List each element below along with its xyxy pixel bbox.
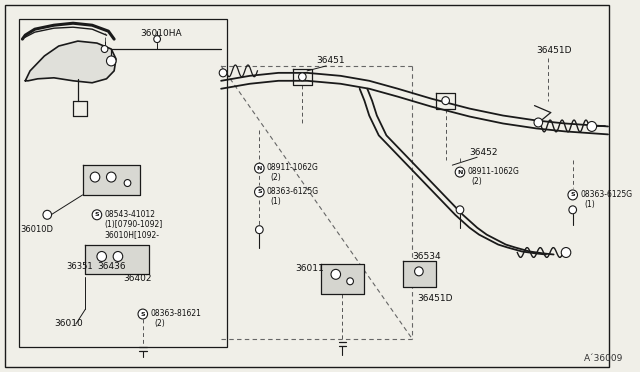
Circle shape: [442, 97, 449, 105]
Circle shape: [298, 73, 306, 81]
Text: 36402: 36402: [124, 274, 152, 283]
Text: 36451D: 36451D: [536, 46, 572, 55]
Text: 36010H[1092-: 36010H[1092-: [104, 230, 159, 239]
Text: (1)[0790-1092]: (1)[0790-1092]: [104, 220, 163, 229]
Polygon shape: [25, 41, 116, 83]
Text: 36534: 36534: [412, 251, 441, 260]
Circle shape: [456, 206, 464, 214]
Circle shape: [106, 172, 116, 182]
Text: 36010: 36010: [54, 319, 83, 328]
Text: S: S: [140, 311, 145, 317]
Text: 08363-6125G: 08363-6125G: [267, 187, 319, 196]
Circle shape: [97, 251, 106, 262]
Circle shape: [138, 309, 148, 319]
Polygon shape: [83, 165, 140, 195]
Circle shape: [220, 69, 227, 77]
Text: (2): (2): [154, 319, 165, 328]
Text: S: S: [95, 212, 99, 217]
Text: S: S: [570, 192, 575, 198]
Text: 36451D: 36451D: [417, 294, 452, 303]
Circle shape: [587, 122, 596, 131]
Text: (2): (2): [472, 177, 482, 186]
Text: 36436: 36436: [97, 262, 125, 272]
Text: 08363-81621: 08363-81621: [150, 309, 202, 318]
Text: 36011: 36011: [296, 264, 324, 273]
Text: 36010HA: 36010HA: [140, 29, 182, 38]
Circle shape: [534, 118, 543, 127]
Circle shape: [101, 45, 108, 52]
Circle shape: [92, 210, 102, 220]
Text: 08911-1062G: 08911-1062G: [468, 167, 520, 176]
Circle shape: [90, 172, 100, 182]
Polygon shape: [403, 262, 436, 287]
Circle shape: [113, 251, 123, 262]
Circle shape: [255, 163, 264, 173]
Circle shape: [415, 267, 423, 276]
Circle shape: [124, 180, 131, 186]
Circle shape: [43, 210, 52, 219]
Text: 36351: 36351: [67, 262, 93, 272]
Text: N: N: [458, 170, 463, 174]
Text: 36451: 36451: [317, 56, 346, 65]
Text: (2): (2): [271, 173, 282, 182]
Text: (1): (1): [271, 197, 282, 206]
Text: 08911-1062G: 08911-1062G: [267, 163, 319, 172]
Text: A´36009: A´36009: [584, 354, 623, 363]
Text: 36010D: 36010D: [20, 225, 54, 234]
Circle shape: [331, 269, 340, 279]
Text: S: S: [257, 189, 262, 195]
Circle shape: [569, 206, 577, 214]
Polygon shape: [86, 244, 150, 274]
Circle shape: [154, 36, 161, 42]
Circle shape: [455, 167, 465, 177]
Text: N: N: [257, 166, 262, 171]
Polygon shape: [321, 264, 364, 294]
Circle shape: [568, 190, 577, 200]
Bar: [19, 19, 227, 347]
Circle shape: [255, 226, 263, 234]
Circle shape: [347, 278, 353, 285]
Circle shape: [561, 247, 571, 257]
Text: 08543-41012: 08543-41012: [104, 210, 156, 219]
Circle shape: [106, 56, 116, 66]
Text: 08363-6125G: 08363-6125G: [580, 190, 632, 199]
Text: 36452: 36452: [470, 148, 498, 157]
Text: (1): (1): [584, 200, 595, 209]
Circle shape: [255, 187, 264, 197]
